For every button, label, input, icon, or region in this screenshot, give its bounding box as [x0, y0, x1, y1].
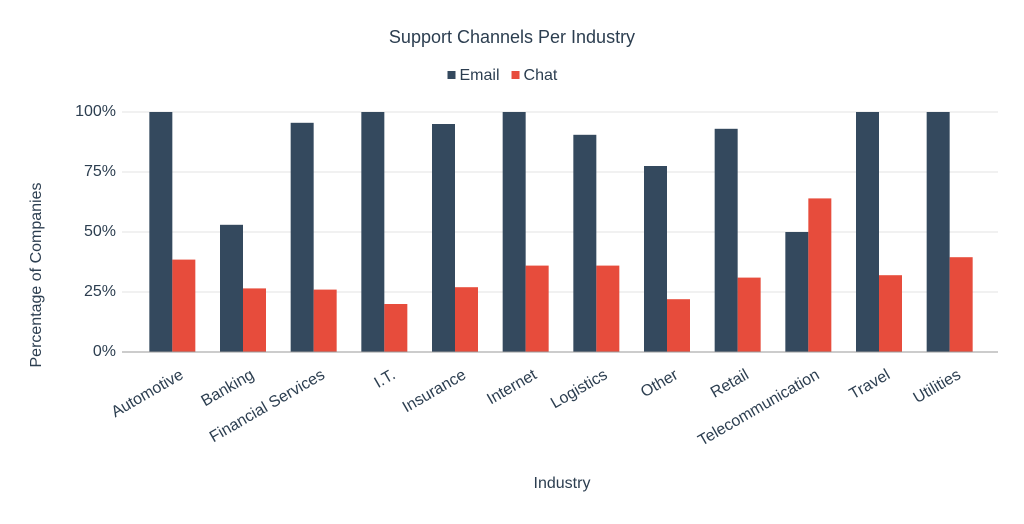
bar	[949, 257, 973, 352]
bar	[243, 288, 266, 352]
legend-label: Chat	[524, 67, 558, 84]
bar	[290, 122, 314, 352]
bar	[785, 232, 809, 352]
chart-title: Support Channels Per Industry	[389, 27, 635, 47]
legend-label: Email	[460, 67, 500, 84]
bar	[879, 275, 902, 352]
bar	[714, 128, 738, 352]
bar	[808, 198, 832, 352]
y-tick-label: 75%	[84, 163, 116, 180]
bar	[596, 265, 620, 352]
y-tick-label: 50%	[84, 223, 116, 240]
bar	[737, 277, 761, 352]
bar	[149, 112, 173, 352]
y-tick-label: 25%	[84, 283, 116, 300]
bar	[313, 289, 337, 352]
x-tick-label: I.T.	[371, 366, 398, 391]
bar	[525, 265, 549, 352]
bar	[926, 112, 950, 352]
y-tick-label: 0%	[93, 343, 116, 360]
x-tick-label: Financial Services	[207, 366, 328, 446]
x-tick-label: Other	[638, 366, 682, 401]
x-tick-label: Utilities	[911, 366, 964, 407]
x-tick-label: Logistics	[548, 366, 610, 412]
x-tick-label: Retail	[708, 366, 752, 401]
bar	[361, 112, 385, 352]
x-tick-label: Telecommunication	[695, 366, 822, 449]
y-axis-title: Percentage of Companies	[28, 183, 45, 368]
x-tick-label: Travel	[847, 366, 893, 403]
x-axis-title: Industry	[534, 475, 591, 492]
bar	[644, 166, 667, 352]
bar	[220, 224, 243, 352]
y-tick-label: 100%	[75, 103, 116, 120]
x-tick-label: Automotive	[109, 366, 187, 421]
bar	[172, 259, 196, 352]
bar	[432, 124, 455, 352]
bar	[384, 304, 408, 352]
x-tick-label: Banking	[199, 366, 258, 410]
bar	[856, 112, 879, 352]
bar	[667, 299, 690, 352]
bar	[455, 287, 478, 352]
x-tick-label: Internet	[484, 366, 540, 408]
x-tick-label: Insurance	[400, 366, 469, 416]
bar	[502, 112, 526, 352]
bar	[573, 134, 597, 352]
legend-swatch	[447, 71, 456, 79]
legend-swatch	[511, 71, 520, 79]
